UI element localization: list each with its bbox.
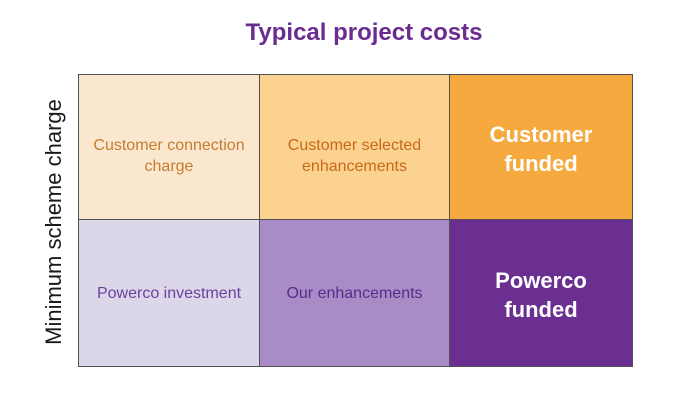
y-axis-label: Minimum scheme charge (41, 99, 66, 345)
cell-customer-funded: Customer funded (450, 75, 632, 220)
cell-customer-connection-charge: Customer connection charge (79, 75, 260, 220)
cost-matrix: Customer connection charge Customer sele… (78, 74, 633, 367)
cell-powerco-investment: Powerco investment (79, 220, 260, 366)
cell-our-enhancements: Our enhancements (260, 220, 450, 366)
chart-title: Typical project costs (245, 19, 483, 46)
cell-powerco-funded: Powerco funded (450, 220, 632, 366)
cell-customer-selected-enhancements: Customer selected enhancements (260, 75, 450, 220)
